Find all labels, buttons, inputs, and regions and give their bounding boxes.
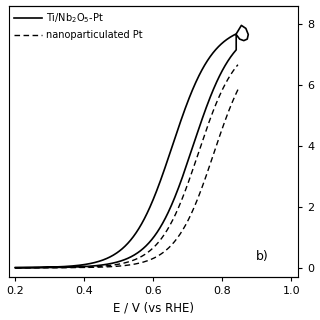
Text: b): b) [256, 250, 269, 263]
Legend: Ti/Nb$_2$O$_5$-Pt, nanoparticulated Pt: Ti/Nb$_2$O$_5$-Pt, nanoparticulated Pt [12, 10, 145, 42]
X-axis label: E / V (vs RHE): E / V (vs RHE) [113, 301, 194, 315]
